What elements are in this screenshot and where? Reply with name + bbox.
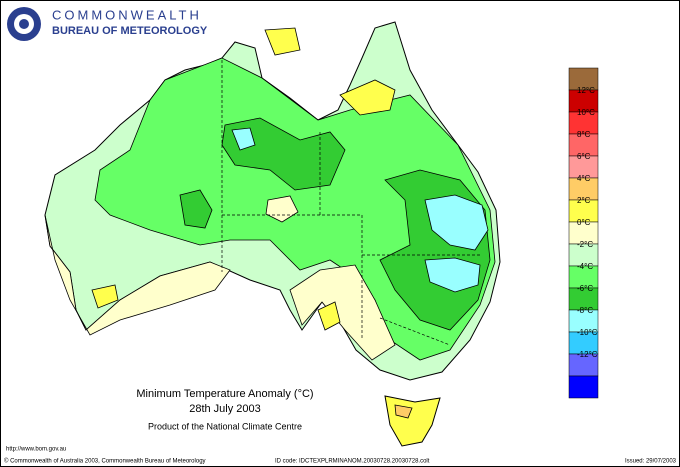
legend-label: -6°C (577, 284, 593, 293)
legend-label: -4°C (577, 262, 593, 271)
legend-label: 10°C (577, 108, 595, 117)
footer-id: ID code: IDCTEXPLRMINANOM.20030728.20030… (275, 459, 430, 465)
org-name: BUREAU OF METEOROLOGY (52, 25, 208, 37)
legend-label: 0°C (577, 218, 591, 227)
legend-label: 12°C (577, 86, 595, 95)
credit: Product of the National Climate Centre (148, 421, 302, 431)
anomaly-area (339, 79, 396, 116)
legend-label: 6°C (577, 152, 591, 161)
legend-label: -10°C (577, 328, 598, 337)
legend-label: -8°C (577, 306, 593, 315)
anomaly-area (231, 127, 256, 151)
legend-label: 2°C (577, 196, 591, 205)
org-name: COMMONWEALTH (52, 7, 202, 22)
legend-swatch (568, 375, 599, 399)
legend-label: 8°C (577, 130, 591, 139)
legend-label: 4°C (577, 174, 591, 183)
footer-issued: Issued: 29/07/2003 (625, 459, 677, 465)
anomaly-area (265, 195, 299, 223)
logo (7, 7, 41, 41)
legend: 12°C 10°C 8°C 6°C 4°C 2°C 0°C -2°C -4°C -6°C -8°C -… (568, 67, 599, 399)
subtitle: 28th July 2003 (189, 403, 261, 415)
anomaly-area (264, 27, 301, 56)
anomaly-area (289, 264, 396, 361)
anomaly-area (179, 189, 213, 229)
anomaly-area (91, 284, 119, 309)
anomaly-area (44, 214, 231, 336)
footer-url: http://www.bom.gov.au (6, 447, 66, 453)
anomaly-area (424, 257, 481, 293)
footer-copyright: © Commonwealth of Australia 2003, Common… (4, 458, 206, 465)
state-borders (221, 60, 480, 346)
anomaly-area (424, 194, 489, 251)
legend-label: -2°C (577, 240, 593, 249)
legend-label: -12°C (577, 350, 598, 359)
title: Minimum Temperature Anomaly (°C) (136, 388, 313, 400)
anomaly-area (394, 404, 413, 419)
anomaly-area (317, 301, 341, 331)
